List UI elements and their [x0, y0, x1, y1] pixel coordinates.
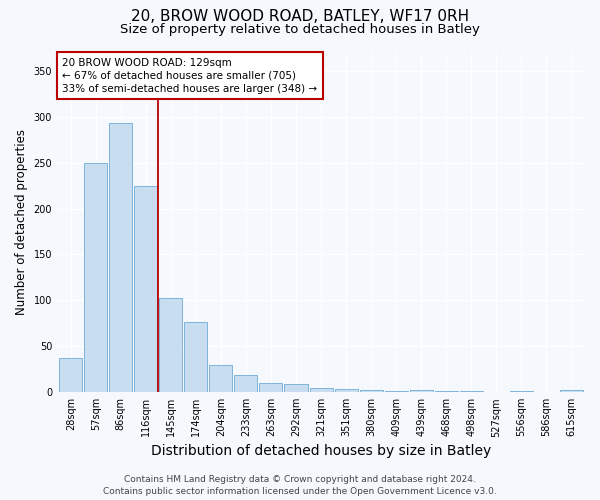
Bar	[59, 358, 82, 392]
Bar	[109, 123, 133, 392]
X-axis label: Distribution of detached houses by size in Batley: Distribution of detached houses by size …	[151, 444, 491, 458]
Bar	[184, 322, 208, 392]
Text: 20, BROW WOOD ROAD, BATLEY, WF17 0RH: 20, BROW WOOD ROAD, BATLEY, WF17 0RH	[131, 9, 469, 24]
Bar	[209, 364, 232, 392]
Bar	[410, 390, 433, 392]
Y-axis label: Number of detached properties: Number of detached properties	[15, 130, 28, 316]
Text: Contains HM Land Registry data © Crown copyright and database right 2024.
Contai: Contains HM Land Registry data © Crown c…	[103, 474, 497, 496]
Bar	[259, 383, 283, 392]
Text: 20 BROW WOOD ROAD: 129sqm
← 67% of detached houses are smaller (705)
33% of semi: 20 BROW WOOD ROAD: 129sqm ← 67% of detac…	[62, 58, 317, 94]
Bar	[560, 390, 583, 392]
Bar	[160, 298, 182, 392]
Text: Size of property relative to detached houses in Batley: Size of property relative to detached ho…	[120, 22, 480, 36]
Bar	[335, 390, 358, 392]
Bar	[310, 388, 332, 392]
Bar	[235, 375, 257, 392]
Bar	[85, 162, 107, 392]
Bar	[359, 390, 383, 392]
Bar	[284, 384, 308, 392]
Bar	[134, 186, 157, 392]
